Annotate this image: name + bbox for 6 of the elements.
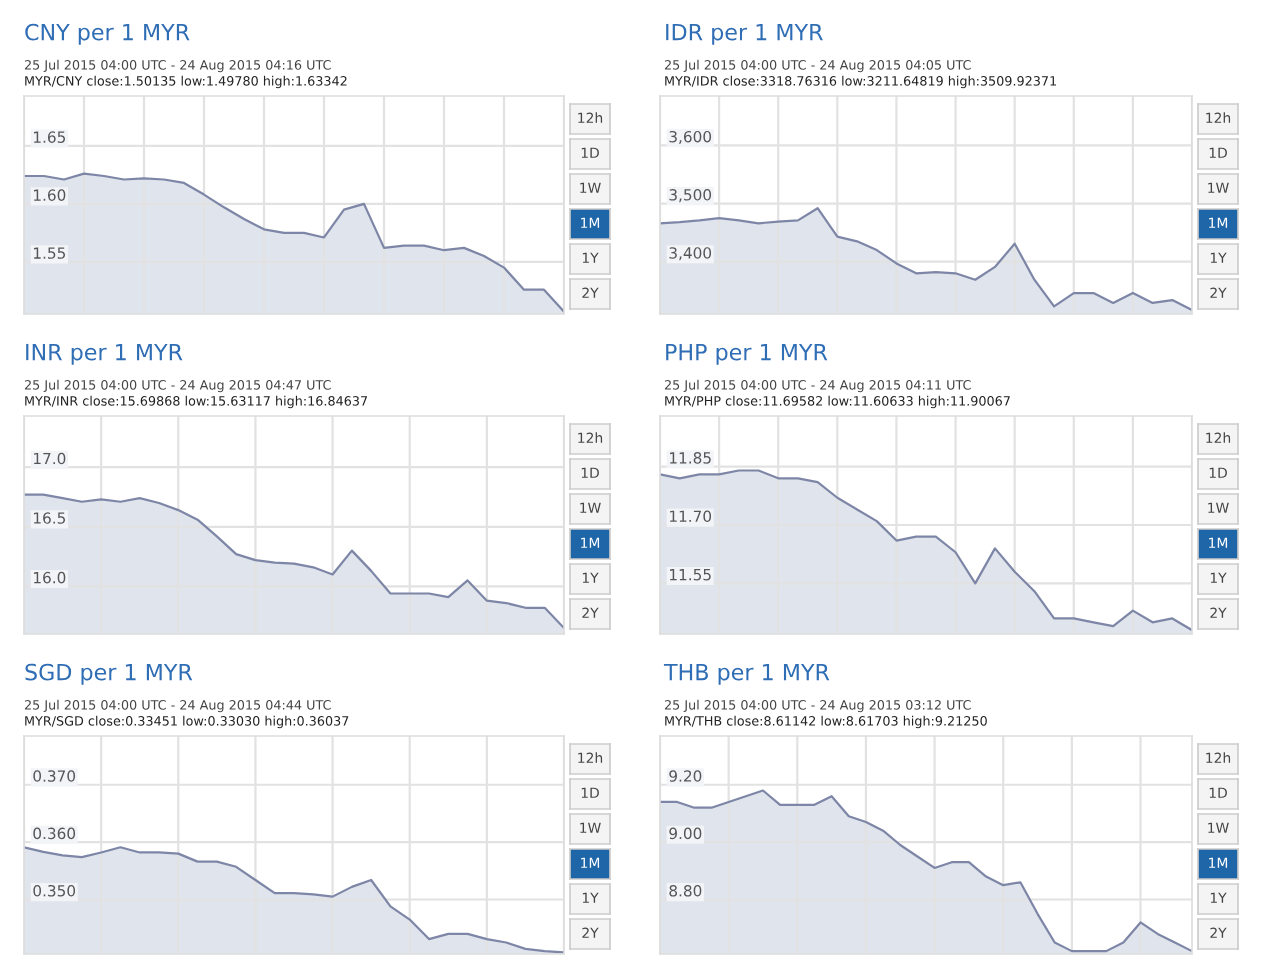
chart-title: THB per 1 MYR — [663, 663, 830, 685]
chart-title: SGD per 1 MYR — [25, 663, 193, 685]
chart-title: CNY per 1 MYR — [25, 23, 190, 45]
chart-title: IDR per 1 MYR — [666, 23, 823, 45]
chart-title: INR per 1 MYR — [26, 343, 183, 365]
chart-title: PHP per 1 MYR — [666, 343, 828, 365]
